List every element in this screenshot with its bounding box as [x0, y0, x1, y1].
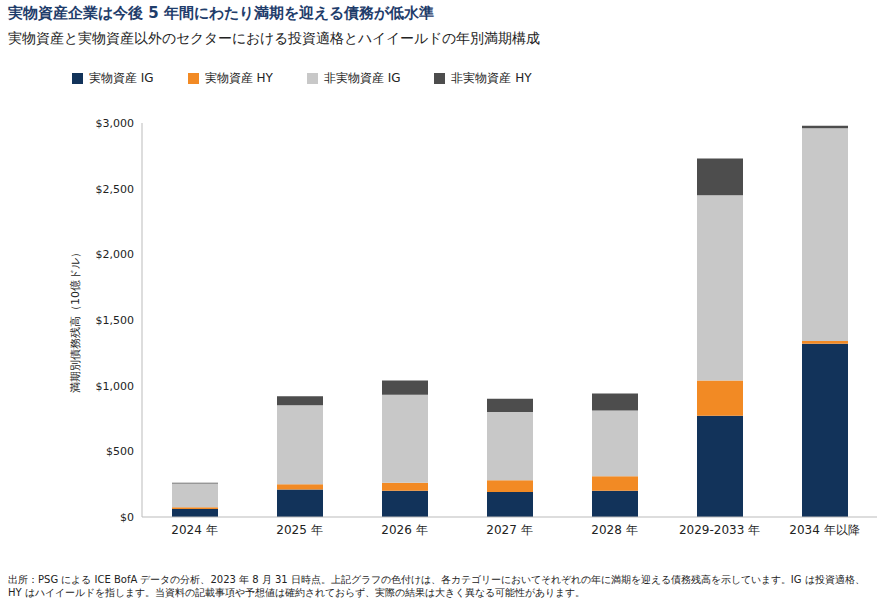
svg-text:2028 年: 2028 年 — [591, 523, 637, 537]
html-text:実物資産と実物資産以外のセクターにおける投資適格とハイイール: 実物資産と実物資産以外のセクターにおける投資適格とハイイールドの年別満期構成 — [8, 30, 540, 46]
svg-text:2027 年: 2027 年 — [486, 523, 532, 537]
html-text:非実物資産 HY: 非実物資産 HY — [451, 71, 532, 85]
svg-text:$1,500: $1,500 — [96, 314, 135, 327]
svg-text:$3,000: $3,000 — [96, 117, 135, 130]
svg-text:$2,500: $2,500 — [96, 183, 135, 196]
svg-text:$2,000: $2,000 — [96, 248, 135, 261]
svg-text:2024 年: 2024 年 — [171, 523, 217, 537]
html-text:出所：PSG による ICE BofA データの分析、202: 出所：PSG による ICE BofA データの分析、2023 年 8 月 31… — [8, 574, 865, 598]
html-text:実物資産 HY: 実物資産 HY — [204, 71, 273, 85]
html-text:実物資産企業は今後 5 年間にわたり満期を迎える債務が低水準: 実物資産企業は今後 5 年間にわたり満期を迎える債務が低水準 — [8, 4, 434, 22]
svg-text:$1,000: $1,000 — [96, 380, 135, 393]
svg-text:2026 年: 2026 年 — [381, 523, 427, 537]
svg-text:2034 年以降: 2034 年以降 — [789, 523, 859, 537]
html-text:満期別債務残高（10億ドル）: 満期別債務残高（10億ドル） — [68, 247, 82, 393]
svg-text:$0: $0 — [120, 511, 134, 524]
html-text:非実物資産 IG: 非実物資産 IG — [323, 71, 401, 85]
svg-text:2029-2033 年: 2029-2033 年 — [679, 523, 760, 537]
svg-text:$500: $500 — [106, 445, 134, 458]
html-text:実物資産 IG: 実物資産 IG — [89, 71, 154, 85]
svg-text:2025 年: 2025 年 — [276, 523, 322, 537]
